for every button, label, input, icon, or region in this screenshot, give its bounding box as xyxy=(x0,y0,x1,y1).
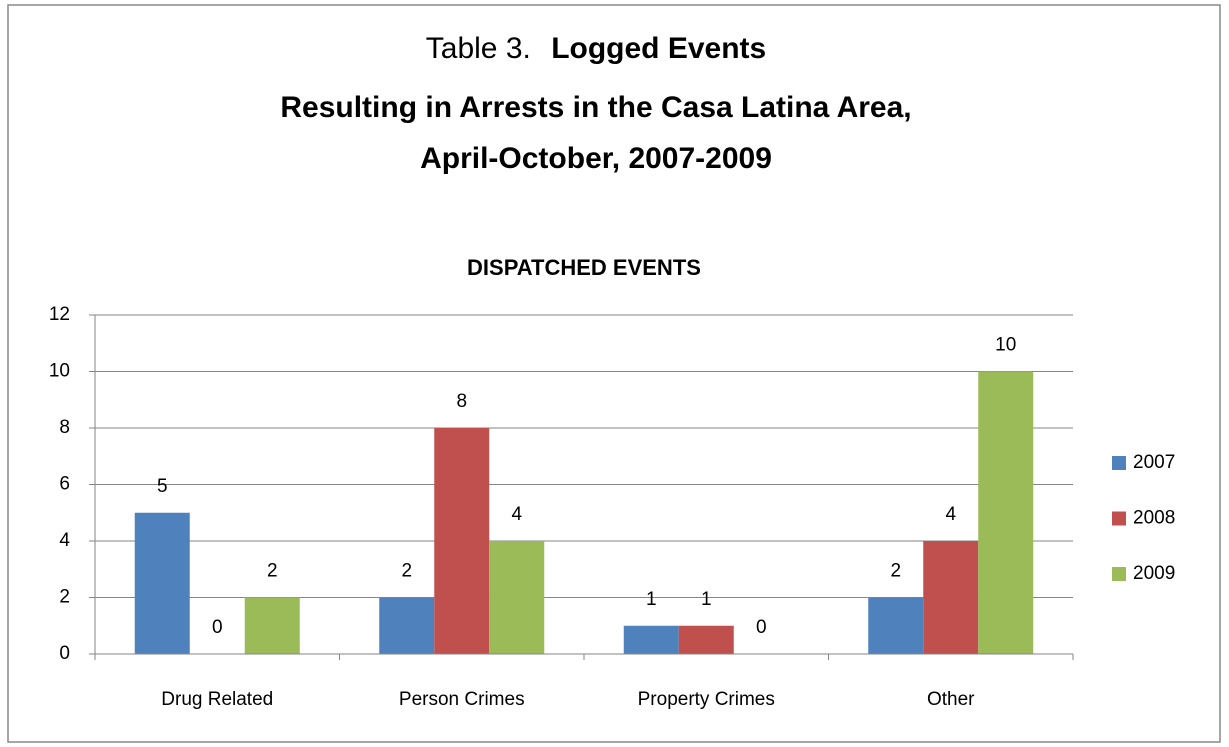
value-label: 10 xyxy=(995,335,1016,356)
chart-title: Table 3. Logged Events xyxy=(426,32,766,65)
y-tick-label: 10 xyxy=(49,361,70,382)
value-label: 0 xyxy=(212,617,223,638)
chart-title-line: Resulting in Arrests in the Casa Latina … xyxy=(280,91,911,124)
value-label: 1 xyxy=(646,589,657,610)
x-tick-label: Other xyxy=(927,689,975,710)
bar xyxy=(978,371,1034,654)
legend-swatch xyxy=(1112,567,1126,581)
legend-swatch xyxy=(1112,456,1126,470)
bar xyxy=(489,541,545,654)
bar xyxy=(923,541,979,654)
value-label: 4 xyxy=(511,504,522,525)
value-label: 2 xyxy=(890,561,901,582)
y-tick-label: 4 xyxy=(59,530,70,551)
title-main: Logged Events xyxy=(551,32,766,65)
value-label: 4 xyxy=(945,504,956,525)
title-lead: Table 3. xyxy=(426,32,531,65)
bar xyxy=(379,597,435,654)
legend-label: 2009 xyxy=(1133,563,1175,584)
bar xyxy=(434,428,490,654)
chart-title-line: April-October, 2007-2009 xyxy=(420,142,772,175)
legend-label: 2007 xyxy=(1133,452,1175,473)
value-label: 2 xyxy=(401,561,412,582)
y-tick-label: 8 xyxy=(59,417,70,438)
y-tick-label: 0 xyxy=(59,643,70,664)
legend-label: 2008 xyxy=(1133,508,1175,529)
x-tick-label: Property Crimes xyxy=(638,689,775,710)
bar xyxy=(623,625,679,654)
y-tick-label: 12 xyxy=(49,304,70,325)
bar xyxy=(868,597,924,654)
bar xyxy=(134,512,190,654)
value-label: 2 xyxy=(267,561,278,582)
y-tick-label: 2 xyxy=(59,587,70,608)
legend-swatch xyxy=(1112,511,1126,526)
y-tick-label: 6 xyxy=(59,474,70,495)
x-tick-label: Drug Related xyxy=(161,689,273,710)
x-tick-label: Person Crimes xyxy=(399,689,525,710)
value-label: 1 xyxy=(701,589,712,610)
value-label: 0 xyxy=(756,617,767,638)
bar xyxy=(244,597,300,654)
value-label: 5 xyxy=(157,476,168,497)
bar xyxy=(678,625,734,654)
chart-subtitle: DISPATCHED EVENTS xyxy=(467,255,701,280)
value-label: 8 xyxy=(456,391,467,412)
